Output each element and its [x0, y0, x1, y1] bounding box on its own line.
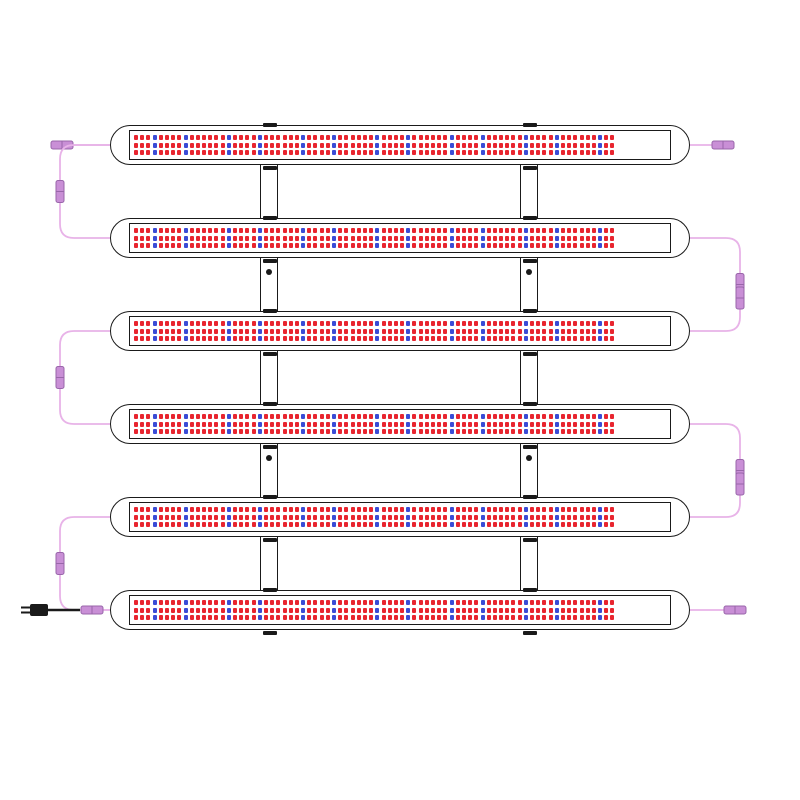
rail-clip — [523, 495, 537, 499]
rail-mounting-hole — [266, 455, 272, 461]
rail-mounting-hole — [526, 455, 532, 461]
led-row — [134, 329, 666, 334]
led-grow-light-fixture — [0, 0, 800, 800]
led-row — [134, 243, 666, 248]
led-bar — [110, 590, 690, 630]
mounting-rail — [260, 125, 278, 630]
rail-clip — [523, 352, 537, 356]
led-bar — [110, 218, 690, 258]
rail-clip — [263, 352, 277, 356]
rail-mounting-hole — [266, 269, 272, 275]
led-bar — [110, 404, 690, 444]
rail-clip — [523, 588, 537, 592]
power-plug-icon — [21, 604, 48, 616]
rail-clip — [263, 123, 277, 127]
led-row — [134, 143, 666, 148]
rail-clip — [263, 538, 277, 542]
cable — [60, 331, 110, 424]
rail-clip — [263, 588, 277, 592]
mounting-rail — [520, 125, 538, 630]
led-row — [134, 321, 666, 326]
led-row — [134, 507, 666, 512]
led-row — [134, 228, 666, 233]
led-row — [134, 422, 666, 427]
rail-clip — [263, 631, 277, 635]
led-row — [134, 522, 666, 527]
cable-connector — [56, 367, 64, 389]
rail-clip — [263, 402, 277, 406]
rail-clip — [523, 538, 537, 542]
rail-clip — [263, 445, 277, 449]
led-bar-lens — [129, 316, 671, 346]
cable-connector — [736, 473, 744, 495]
rail-clip — [263, 259, 277, 263]
led-row — [134, 150, 666, 155]
rail-clip — [263, 495, 277, 499]
cable — [690, 238, 740, 331]
cable — [60, 517, 110, 610]
cable-connector — [81, 606, 103, 614]
cable-connector — [712, 141, 734, 149]
cable — [60, 145, 110, 238]
rail-clip — [523, 631, 537, 635]
led-row — [134, 608, 666, 613]
led-bar — [110, 311, 690, 351]
led-row — [134, 414, 666, 419]
cable — [690, 424, 740, 517]
led-row — [134, 600, 666, 605]
cable-connector — [56, 181, 64, 203]
led-bar-lens — [129, 595, 671, 625]
led-row — [134, 615, 666, 620]
rail-clip — [523, 445, 537, 449]
led-row — [134, 515, 666, 520]
rail-clip — [263, 166, 277, 170]
led-bar-lens — [129, 409, 671, 439]
led-bar-lens — [129, 130, 671, 160]
rail-clip — [523, 309, 537, 313]
led-row — [134, 429, 666, 434]
rail-clip — [523, 402, 537, 406]
cable-connector — [736, 287, 744, 309]
rail-clip — [523, 123, 537, 127]
rail-clip — [523, 259, 537, 263]
rail-clip — [523, 216, 537, 220]
led-bar — [110, 125, 690, 165]
cable-connector — [724, 606, 746, 614]
rail-clip — [263, 309, 277, 313]
cable-connector — [56, 553, 64, 575]
rail-mounting-hole — [526, 269, 532, 275]
led-bar-lens — [129, 223, 671, 253]
rail-clip — [523, 166, 537, 170]
led-bar — [110, 497, 690, 537]
cable-layer — [0, 0, 800, 800]
led-row — [134, 135, 666, 140]
led-bar-lens — [129, 502, 671, 532]
rail-clip — [263, 216, 277, 220]
led-row — [134, 336, 666, 341]
led-row — [134, 236, 666, 241]
